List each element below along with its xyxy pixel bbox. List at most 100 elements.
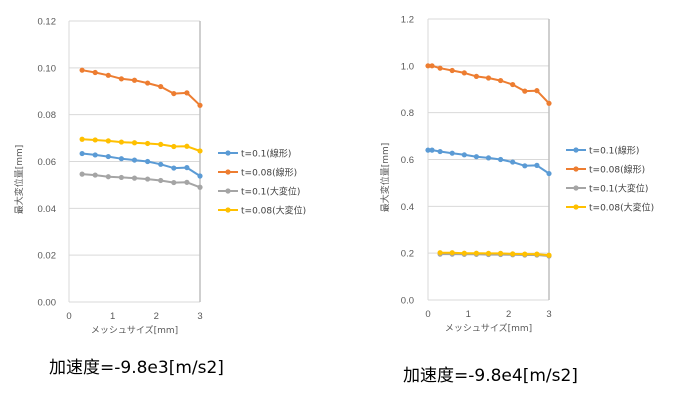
x-tick-label: 0 (66, 311, 71, 322)
y-tick-label: 0.12 (38, 17, 57, 28)
data-point (429, 63, 435, 69)
data-point (118, 156, 124, 162)
data-point (510, 251, 516, 257)
data-point (534, 251, 540, 257)
x-axis-title: メッシュサイズ[mm] (445, 322, 532, 334)
data-point (522, 88, 528, 94)
data-point (131, 175, 138, 181)
caption-left: 加速度=-9.8e3[m/s2] (49, 358, 224, 378)
y-tick-label: 0.10 (38, 63, 57, 74)
data-point (437, 65, 443, 71)
data-point (429, 147, 435, 153)
y-tick-label: 1.2 (401, 15, 414, 26)
series-line (81, 152, 201, 177)
legend-swatch-marker (225, 188, 231, 194)
data-point (437, 250, 443, 256)
data-point (498, 250, 504, 257)
data-point (437, 148, 443, 155)
x-tick-label: 2 (154, 311, 159, 322)
data-point (145, 80, 151, 86)
legend-swatch-marker (225, 207, 231, 213)
series-line (428, 149, 550, 175)
legend-swatch-marker (573, 147, 579, 153)
y-tick-label: 0.02 (38, 251, 57, 262)
data-point (92, 152, 98, 158)
data-point (461, 70, 467, 76)
legend-swatch-marker (573, 185, 579, 191)
data-point (131, 140, 138, 146)
y-tick-label: 0.8 (401, 108, 414, 119)
data-point (105, 174, 111, 180)
data-point (449, 150, 455, 156)
data-point (534, 88, 540, 94)
data-point (92, 137, 98, 143)
data-point (498, 77, 504, 84)
data-point (184, 90, 190, 96)
data-point (105, 153, 111, 160)
legend-label: t=0.08(線形) (589, 164, 645, 176)
legend-label: t=0.08(大変位) (589, 202, 654, 214)
series-line (82, 138, 201, 152)
chart-right: 0.0 0.2 0.4 0.6 0.8 1.0 1.2 0 1 2 3 メッシュサイズ[mm] 最大変位… (379, 15, 654, 335)
data-point (546, 170, 552, 177)
data-point (498, 156, 504, 163)
data-point (546, 100, 552, 106)
legend-label: t=0.08(大変位) (241, 205, 306, 217)
legend-label: t=0.08(線形) (241, 167, 297, 179)
y-tick-label: 0.06 (38, 157, 57, 168)
data-point (425, 147, 431, 153)
y-tick-label: 0.08 (38, 110, 57, 121)
data-point (118, 139, 124, 145)
data-point (473, 73, 479, 79)
series-line (440, 251, 550, 257)
x-tick-label: 2 (506, 309, 511, 320)
data-point (522, 163, 528, 169)
legend-swatch-marker (225, 169, 231, 175)
data-point (105, 138, 111, 144)
data-point (184, 179, 190, 185)
data-point (184, 143, 190, 149)
y-axis-title: 最大変位量[mm] (379, 143, 391, 213)
x-tick-label: 3 (546, 309, 551, 320)
data-point (197, 184, 203, 190)
x-tick-label: 0 (425, 309, 430, 320)
series-line (428, 64, 550, 104)
data-point (473, 154, 479, 160)
legend-label: t=0.1(大変位) (241, 186, 300, 198)
data-point (197, 148, 203, 154)
data-point (131, 157, 138, 163)
legend-label: t=0.1(線形) (241, 148, 291, 160)
data-point (461, 250, 467, 256)
data-point (510, 159, 516, 165)
data-point (158, 141, 164, 148)
data-point (79, 171, 85, 177)
data-point (79, 67, 85, 73)
data-point (145, 158, 151, 165)
data-point (158, 83, 164, 90)
data-point (79, 150, 85, 157)
data-point (473, 250, 479, 256)
data-point (449, 67, 455, 74)
y-tick-label: 0.0 (401, 296, 414, 307)
data-point (171, 143, 177, 150)
x-tick-label: 1 (466, 309, 471, 320)
data-point (105, 72, 111, 78)
data-point (485, 155, 492, 161)
data-point (425, 63, 431, 69)
data-point (461, 152, 467, 158)
data-point (131, 77, 138, 83)
y-tick-label: 1.0 (401, 61, 414, 72)
legend-label: t=0.1(大変位) (589, 183, 648, 195)
y-tick-label: 0.00 (38, 298, 57, 309)
data-point (510, 81, 516, 88)
y-tick-label: 0.4 (401, 202, 414, 213)
data-point (158, 161, 164, 167)
chart-left: 0.00 0.02 0.04 0.06 0.08 0.10 0.12 0 1 2 3 メッシュサイズ[… (13, 17, 306, 337)
data-point (92, 69, 98, 76)
data-point (197, 102, 203, 108)
caption-right: 加速度=-9.8e4[m/s2] (403, 366, 578, 386)
y-axis-title: 最大変位量[mm] (13, 145, 25, 215)
data-point (534, 162, 540, 168)
data-point (485, 75, 492, 81)
